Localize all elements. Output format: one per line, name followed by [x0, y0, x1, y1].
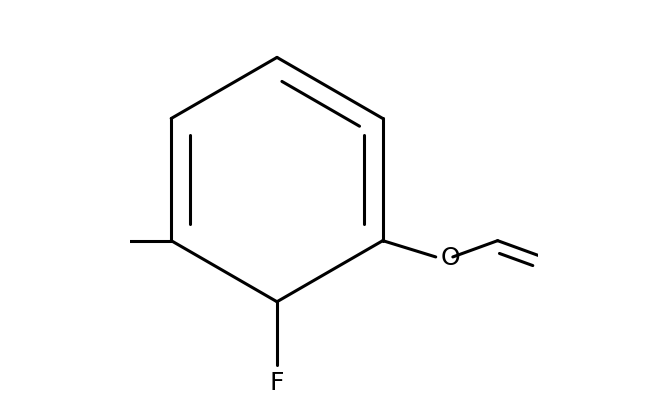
Text: F: F	[270, 370, 285, 394]
Text: O: O	[441, 245, 460, 269]
